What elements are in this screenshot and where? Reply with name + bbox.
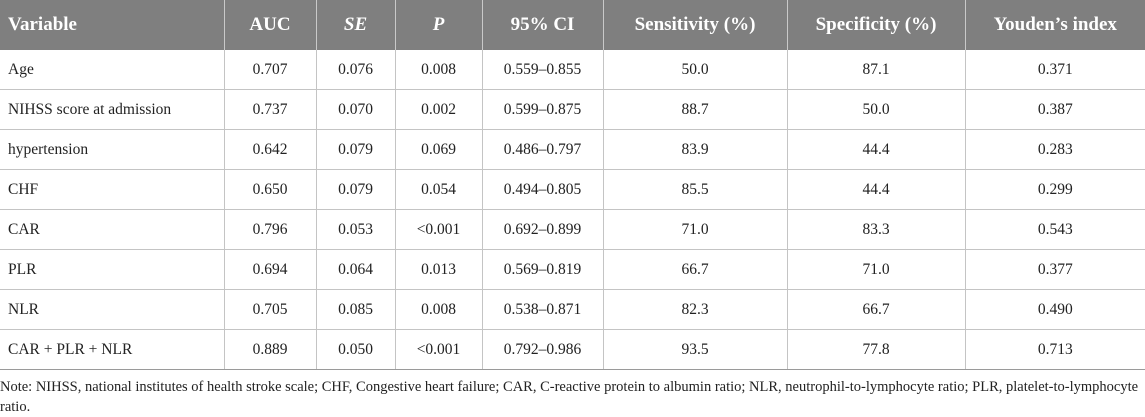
cell-sensitivity: 71.0 (603, 209, 788, 250)
cell-p: 0.013 (395, 249, 483, 290)
cell-ci: 0.538–0.871 (482, 289, 604, 330)
cell-ci: 0.486–0.797 (482, 129, 604, 170)
table-row: CAR 0.796 0.053 <0.001 0.692–0.899 71.0 83.3 0.… (0, 209, 1145, 250)
cell-specificity: 77.8 (787, 329, 966, 370)
cell-se: 0.064 (316, 249, 396, 290)
cell-specificity: 83.3 (787, 209, 966, 250)
cell-auc: 0.737 (224, 89, 317, 130)
cell-variable: CAR (0, 209, 225, 250)
header-specificity: Specificity (%) (787, 0, 966, 50)
cell-sensitivity: 83.9 (603, 129, 788, 170)
cell-specificity: 87.1 (787, 50, 966, 90)
header-auc: AUC (224, 0, 317, 50)
cell-p: <0.001 (395, 329, 483, 370)
cell-variable: Age (0, 50, 225, 90)
cell-sensitivity: 66.7 (603, 249, 788, 290)
cell-p: 0.069 (395, 129, 483, 170)
cell-variable: CAR + PLR + NLR (0, 329, 225, 370)
cell-youden: 0.371 (965, 50, 1145, 90)
cell-auc: 0.694 (224, 249, 317, 290)
cell-se: 0.076 (316, 50, 396, 90)
header-ci: 95% CI (482, 0, 604, 50)
cell-auc: 0.705 (224, 289, 317, 330)
cell-p: 0.054 (395, 169, 483, 210)
cell-p: 0.008 (395, 289, 483, 330)
cell-specificity: 50.0 (787, 89, 966, 130)
cell-specificity: 44.4 (787, 129, 966, 170)
cell-ci: 0.494–0.805 (482, 169, 604, 210)
table-row: PLR 0.694 0.064 0.013 0.569–0.819 66.7 71.0 0.3… (0, 249, 1145, 290)
cell-sensitivity: 50.0 (603, 50, 788, 90)
table-row: Age 0.707 0.076 0.008 0.559–0.855 50.0 87.1 0.3… (0, 50, 1145, 90)
table-body: Age 0.707 0.076 0.008 0.559–0.855 50.0 87.1 0.3… (0, 50, 1145, 370)
roc-table: Variable AUC SE P 95% CI Sensitivity (%)… (0, 0, 1145, 370)
cell-ci: 0.792–0.986 (482, 329, 604, 370)
cell-youden: 0.387 (965, 89, 1145, 130)
cell-youden: 0.543 (965, 209, 1145, 250)
cell-se: 0.053 (316, 209, 396, 250)
cell-se: 0.050 (316, 329, 396, 370)
table-row: CHF 0.650 0.079 0.054 0.494–0.805 85.5 44.4 0.2… (0, 169, 1145, 210)
cell-sensitivity: 88.7 (603, 89, 788, 130)
cell-sensitivity: 82.3 (603, 289, 788, 330)
cell-ci: 0.559–0.855 (482, 50, 604, 90)
cell-auc: 0.642 (224, 129, 317, 170)
cell-sensitivity: 93.5 (603, 329, 788, 370)
cell-auc: 0.889 (224, 329, 317, 370)
cell-variable: PLR (0, 249, 225, 290)
cell-se: 0.085 (316, 289, 396, 330)
cell-specificity: 44.4 (787, 169, 966, 210)
cell-specificity: 71.0 (787, 249, 966, 290)
table-note: Note: NIHSS, national institutes of heal… (0, 379, 1139, 415)
cell-youden: 0.713 (965, 329, 1145, 370)
cell-auc: 0.707 (224, 50, 317, 90)
cell-ci: 0.569–0.819 (482, 249, 604, 290)
cell-auc: 0.650 (224, 169, 317, 210)
cell-se: 0.079 (316, 169, 396, 210)
cell-p: 0.008 (395, 50, 483, 90)
table-row: hypertension 0.642 0.079 0.069 0.486–0.797 83… (0, 129, 1145, 170)
cell-youden: 0.283 (965, 129, 1145, 170)
cell-variable: hypertension (0, 129, 225, 170)
header-variable: Variable (0, 0, 225, 50)
header-se: SE (316, 0, 396, 50)
cell-ci: 0.692–0.899 (482, 209, 604, 250)
cell-youden: 0.299 (965, 169, 1145, 210)
table-row: NLR 0.705 0.085 0.008 0.538–0.871 82.3 66.7 0.4… (0, 289, 1145, 330)
table-row: NIHSS score at admission 0.737 0.070 0.002 0… (0, 89, 1145, 130)
cell-se: 0.079 (316, 129, 396, 170)
cell-variable: NLR (0, 289, 225, 330)
cell-auc: 0.796 (224, 209, 317, 250)
cell-sensitivity: 85.5 (603, 169, 788, 210)
header-sensitivity: Sensitivity (%) (603, 0, 788, 50)
cell-specificity: 66.7 (787, 289, 966, 330)
table-row: CAR + PLR + NLR 0.889 0.050 <0.001 0.792–0.9… (0, 329, 1145, 370)
header-p: P (395, 0, 483, 50)
cell-ci: 0.599–0.875 (482, 89, 604, 130)
cell-se: 0.070 (316, 89, 396, 130)
table-header-row: Variable AUC SE P 95% CI Sensitivity (%)… (0, 0, 1145, 50)
header-youden: Youden’s index (965, 0, 1145, 50)
cell-p: 0.002 (395, 89, 483, 130)
cell-youden: 0.377 (965, 249, 1145, 290)
cell-variable: NIHSS score at admission (0, 89, 225, 130)
cell-youden: 0.490 (965, 289, 1145, 330)
cell-variable: CHF (0, 169, 225, 210)
cell-p: <0.001 (395, 209, 483, 250)
